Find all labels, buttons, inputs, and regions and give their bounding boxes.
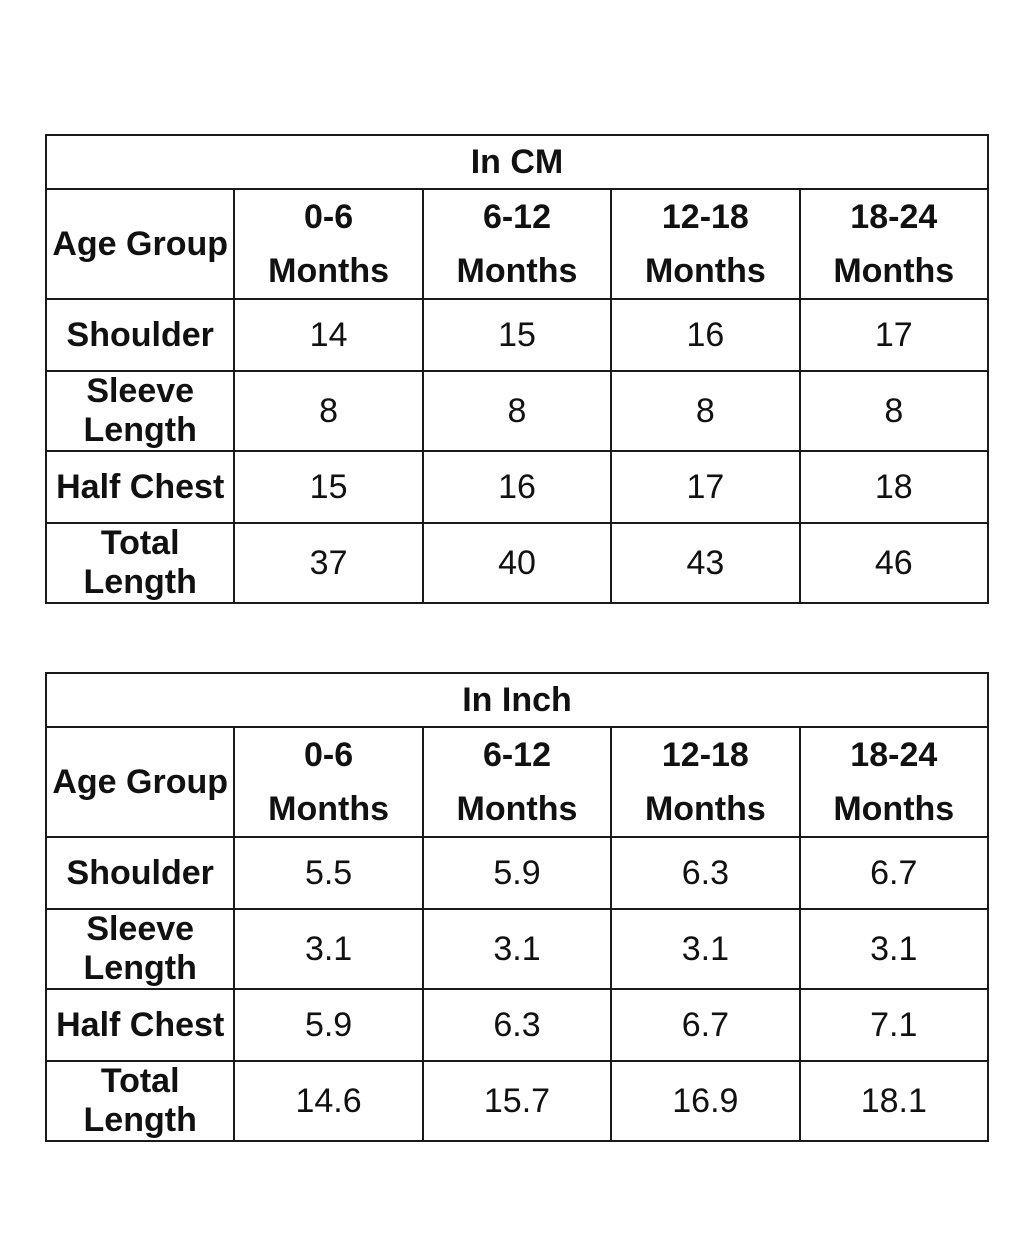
table-row: Sleeve Length 8 8 8 8 [44,370,990,452]
column-header-unit: Months [456,252,578,290]
table-cell: 6.7 [610,988,801,1062]
column-header-range: 18-24 [850,736,938,774]
age-group-header: Age Group [44,188,236,300]
row-label: Shoulder [44,836,236,910]
table-cell: 14.6 [233,1060,424,1142]
table-cell: 7.1 [798,988,990,1062]
table-cell: 3.1 [798,908,990,990]
table-row: Half Chest 5.9 6.3 6.7 7.1 [44,988,990,1062]
table-cell: 37 [233,522,424,604]
table-row: Shoulder 14 15 16 17 [44,298,990,372]
column-header-unit: Months [456,790,578,828]
row-label: Total Length [44,522,236,604]
row-label: Half Chest [44,450,236,524]
table-cell: 8 [233,370,424,452]
row-label: Sleeve Length [44,908,236,990]
age-group-header: Age Group [44,726,236,838]
column-header-unit: Months [644,790,766,828]
table-cell: 18 [798,450,990,524]
column-header: 6-12 Months [421,188,613,300]
table-cell: 16.9 [610,1060,801,1142]
table-row: Sleeve Length 3.1 3.1 3.1 3.1 [44,908,990,990]
table-cell: 18.1 [798,1060,990,1142]
table-row: Shoulder 5.5 5.9 6.3 6.7 [44,836,990,910]
table-cell: 40 [421,522,613,604]
column-header-range: 6-12 [482,198,551,236]
column-header-unit: Months [268,790,390,828]
column-header: 12-18 Months [610,188,801,300]
size-table-cm: In CM Age Group 0-6 Months 6-12 Months 12-… [44,134,990,604]
table-header-row: Age Group 0-6 Months 6-12 Months 12-18 Mont… [44,726,990,838]
table-title: In Inch [45,672,989,728]
column-header-range: 18-24 [850,198,938,236]
table-cell: 6.3 [610,836,801,910]
column-header: 18-24 Months [798,188,990,300]
table-row: Half Chest 15 16 17 18 [44,450,990,524]
table-title: In CM [45,134,989,190]
table-cell: 3.1 [421,908,613,990]
table-cell: 6.3 [421,988,613,1062]
column-header-unit: Months [833,252,955,290]
table-cell: 15.7 [421,1060,613,1142]
table-cell: 15 [421,298,613,372]
row-label: Sleeve Length [44,370,236,452]
row-label: Total Length [44,1060,236,1142]
column-header: 12-18 Months [610,726,801,838]
table-cell: 46 [798,522,990,604]
table-row: Total Length 14.6 15.7 16.9 18.1 [44,1060,990,1142]
table-cell: 16 [610,298,801,372]
column-header-unit: Months [268,252,390,290]
table-cell: 17 [798,298,990,372]
table-cell: 3.1 [233,908,424,990]
row-label: Shoulder [44,298,236,372]
table-cell: 43 [610,522,801,604]
column-header-range: 12-18 [661,736,749,774]
table-cell: 5.5 [233,836,424,910]
table-cell: 8 [798,370,990,452]
column-header-range: 0-6 [304,198,354,236]
table-cell: 5.9 [421,836,613,910]
table-cell: 16 [421,450,613,524]
column-header: 0-6 Months [233,188,424,300]
table-cell: 17 [610,450,801,524]
size-table-inch: In Inch Age Group 0-6 Months 6-12 Months 1… [44,672,990,1142]
table-row: Total Length 37 40 43 46 [44,522,990,604]
table-title-row: In Inch [45,672,989,728]
table-cell: 5.9 [233,988,424,1062]
column-header: 6-12 Months [421,726,613,838]
column-header: 0-6 Months [233,726,424,838]
table-title-row: In CM [45,134,989,190]
table-cell: 8 [610,370,801,452]
column-header-range: 6-12 [482,736,551,774]
table-cell: 8 [421,370,613,452]
table-cell: 14 [233,298,424,372]
column-header: 18-24 Months [798,726,990,838]
column-header-range: 12-18 [661,198,749,236]
table-cell: 15 [233,450,424,524]
column-header-range: 0-6 [304,736,354,774]
table-header-row: Age Group 0-6 Months 6-12 Months 12-18 Mont… [44,188,990,300]
column-header-unit: Months [644,252,766,290]
row-label: Half Chest [44,988,236,1062]
column-header-unit: Months [833,790,955,828]
table-cell: 3.1 [610,908,801,990]
table-cell: 6.7 [798,836,990,910]
